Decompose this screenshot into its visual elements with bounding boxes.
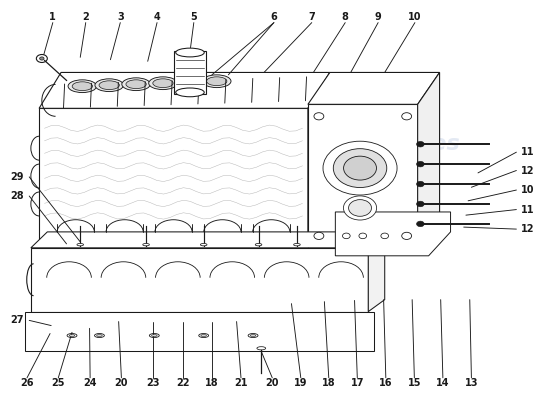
Text: 1: 1 [50,12,56,22]
Circle shape [323,141,397,195]
FancyBboxPatch shape [174,51,206,94]
Text: 26: 26 [20,378,34,388]
Polygon shape [31,232,384,248]
Circle shape [343,233,350,239]
Text: 6: 6 [271,12,277,22]
Ellipse shape [175,48,204,57]
Text: 3: 3 [117,12,124,22]
Polygon shape [39,72,330,108]
Circle shape [416,142,424,147]
Circle shape [349,200,371,216]
Text: 15: 15 [408,378,421,388]
Ellipse shape [143,244,150,246]
Ellipse shape [72,82,92,90]
Circle shape [381,233,388,239]
Text: 25: 25 [52,378,65,388]
Text: 12: 12 [521,166,534,176]
Text: 20: 20 [266,378,279,388]
Ellipse shape [152,334,157,336]
Text: 18: 18 [322,378,336,388]
FancyBboxPatch shape [39,108,308,240]
Ellipse shape [69,334,75,336]
Polygon shape [308,72,439,104]
Text: 20: 20 [114,378,128,388]
Text: 10: 10 [521,185,534,195]
Text: eurospares: eurospares [94,134,235,154]
Text: 23: 23 [146,378,160,388]
Text: 12: 12 [521,224,534,234]
Circle shape [359,233,367,239]
Circle shape [314,113,324,120]
Ellipse shape [175,88,204,97]
Text: 16: 16 [379,378,393,388]
Ellipse shape [294,244,300,246]
Text: 10: 10 [408,12,422,22]
Text: 7: 7 [309,12,315,22]
Text: 2: 2 [82,12,89,22]
Ellipse shape [175,76,204,88]
Circle shape [416,221,424,227]
Ellipse shape [248,334,258,338]
Circle shape [343,196,377,220]
Circle shape [314,232,324,240]
Ellipse shape [68,80,97,92]
Ellipse shape [126,80,146,88]
Ellipse shape [97,334,102,336]
Polygon shape [368,232,384,312]
Circle shape [36,54,47,62]
Ellipse shape [77,244,84,246]
Text: 18: 18 [205,378,219,388]
Text: 5: 5 [190,12,197,22]
Ellipse shape [95,334,104,338]
Text: 22: 22 [176,378,190,388]
Circle shape [416,201,424,207]
Text: 24: 24 [84,378,97,388]
Circle shape [333,149,387,188]
Text: eurospares: eurospares [319,134,460,154]
Text: 9: 9 [375,12,382,22]
Ellipse shape [257,347,266,350]
Ellipse shape [201,334,206,336]
Polygon shape [308,72,330,240]
Text: 8: 8 [342,12,349,22]
Text: 27: 27 [10,315,24,325]
Ellipse shape [207,77,227,86]
Ellipse shape [150,334,160,338]
Text: 11: 11 [521,147,534,157]
Ellipse shape [95,79,123,92]
Polygon shape [417,72,439,248]
Text: 29: 29 [10,172,24,182]
Ellipse shape [122,78,150,90]
FancyBboxPatch shape [25,312,374,352]
Circle shape [416,161,424,167]
FancyBboxPatch shape [31,248,368,312]
Text: 4: 4 [153,12,161,22]
Ellipse shape [153,79,173,88]
Text: 28: 28 [10,191,24,201]
Ellipse shape [250,334,256,336]
Circle shape [402,232,411,240]
Ellipse shape [180,78,200,86]
Polygon shape [336,212,450,256]
FancyBboxPatch shape [308,104,417,248]
Ellipse shape [202,75,231,88]
Text: 13: 13 [465,378,478,388]
Text: 19: 19 [294,378,307,388]
Ellipse shape [200,244,207,246]
Ellipse shape [99,81,119,90]
Ellipse shape [255,244,262,246]
Text: 11: 11 [521,204,534,214]
Circle shape [344,156,377,180]
Text: 17: 17 [350,378,364,388]
Text: 21: 21 [234,378,248,388]
Text: 14: 14 [436,378,450,388]
Circle shape [416,181,424,187]
Ellipse shape [148,77,177,90]
Circle shape [402,113,411,120]
Ellipse shape [67,334,77,338]
Ellipse shape [199,334,208,338]
Circle shape [40,57,44,60]
